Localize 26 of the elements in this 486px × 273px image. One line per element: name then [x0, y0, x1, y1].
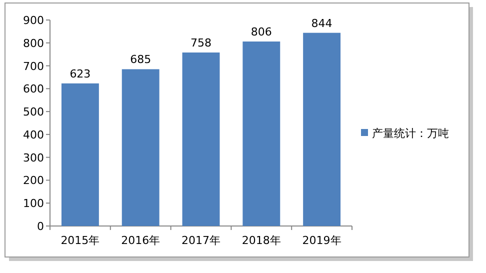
y-tick-label: 600	[23, 82, 44, 96]
legend-label: 产量统计：万吨	[372, 127, 449, 140]
x-tick-label: 2018年	[242, 234, 281, 247]
bar	[61, 83, 99, 226]
y-tick-label: 100	[23, 197, 44, 210]
bar	[303, 32, 341, 226]
x-tick-label: 2017年	[182, 234, 220, 247]
bar	[182, 52, 220, 226]
y-tick-label: 400	[23, 128, 44, 142]
y-tick-label: 700	[23, 60, 44, 73]
data-label: 758	[190, 36, 212, 50]
data-label: 623	[70, 67, 91, 80]
x-tick-label: 2016年	[121, 234, 160, 247]
y-tick-label: 800	[23, 36, 44, 50]
data-label: 806	[250, 26, 272, 39]
y-tick-label: 900	[23, 14, 44, 27]
y-tick-label: 300	[23, 151, 44, 164]
data-label: 844	[311, 16, 332, 30]
y-tick-label: 200	[23, 174, 44, 188]
y-tick-label: 0	[37, 220, 44, 233]
data-label: 685	[130, 53, 152, 66]
bar	[122, 69, 160, 226]
x-tick-label: 2019年	[302, 234, 342, 247]
y-tick-label: 500	[23, 106, 44, 119]
bar	[242, 42, 280, 226]
x-tick-label: 2015年	[60, 234, 100, 247]
